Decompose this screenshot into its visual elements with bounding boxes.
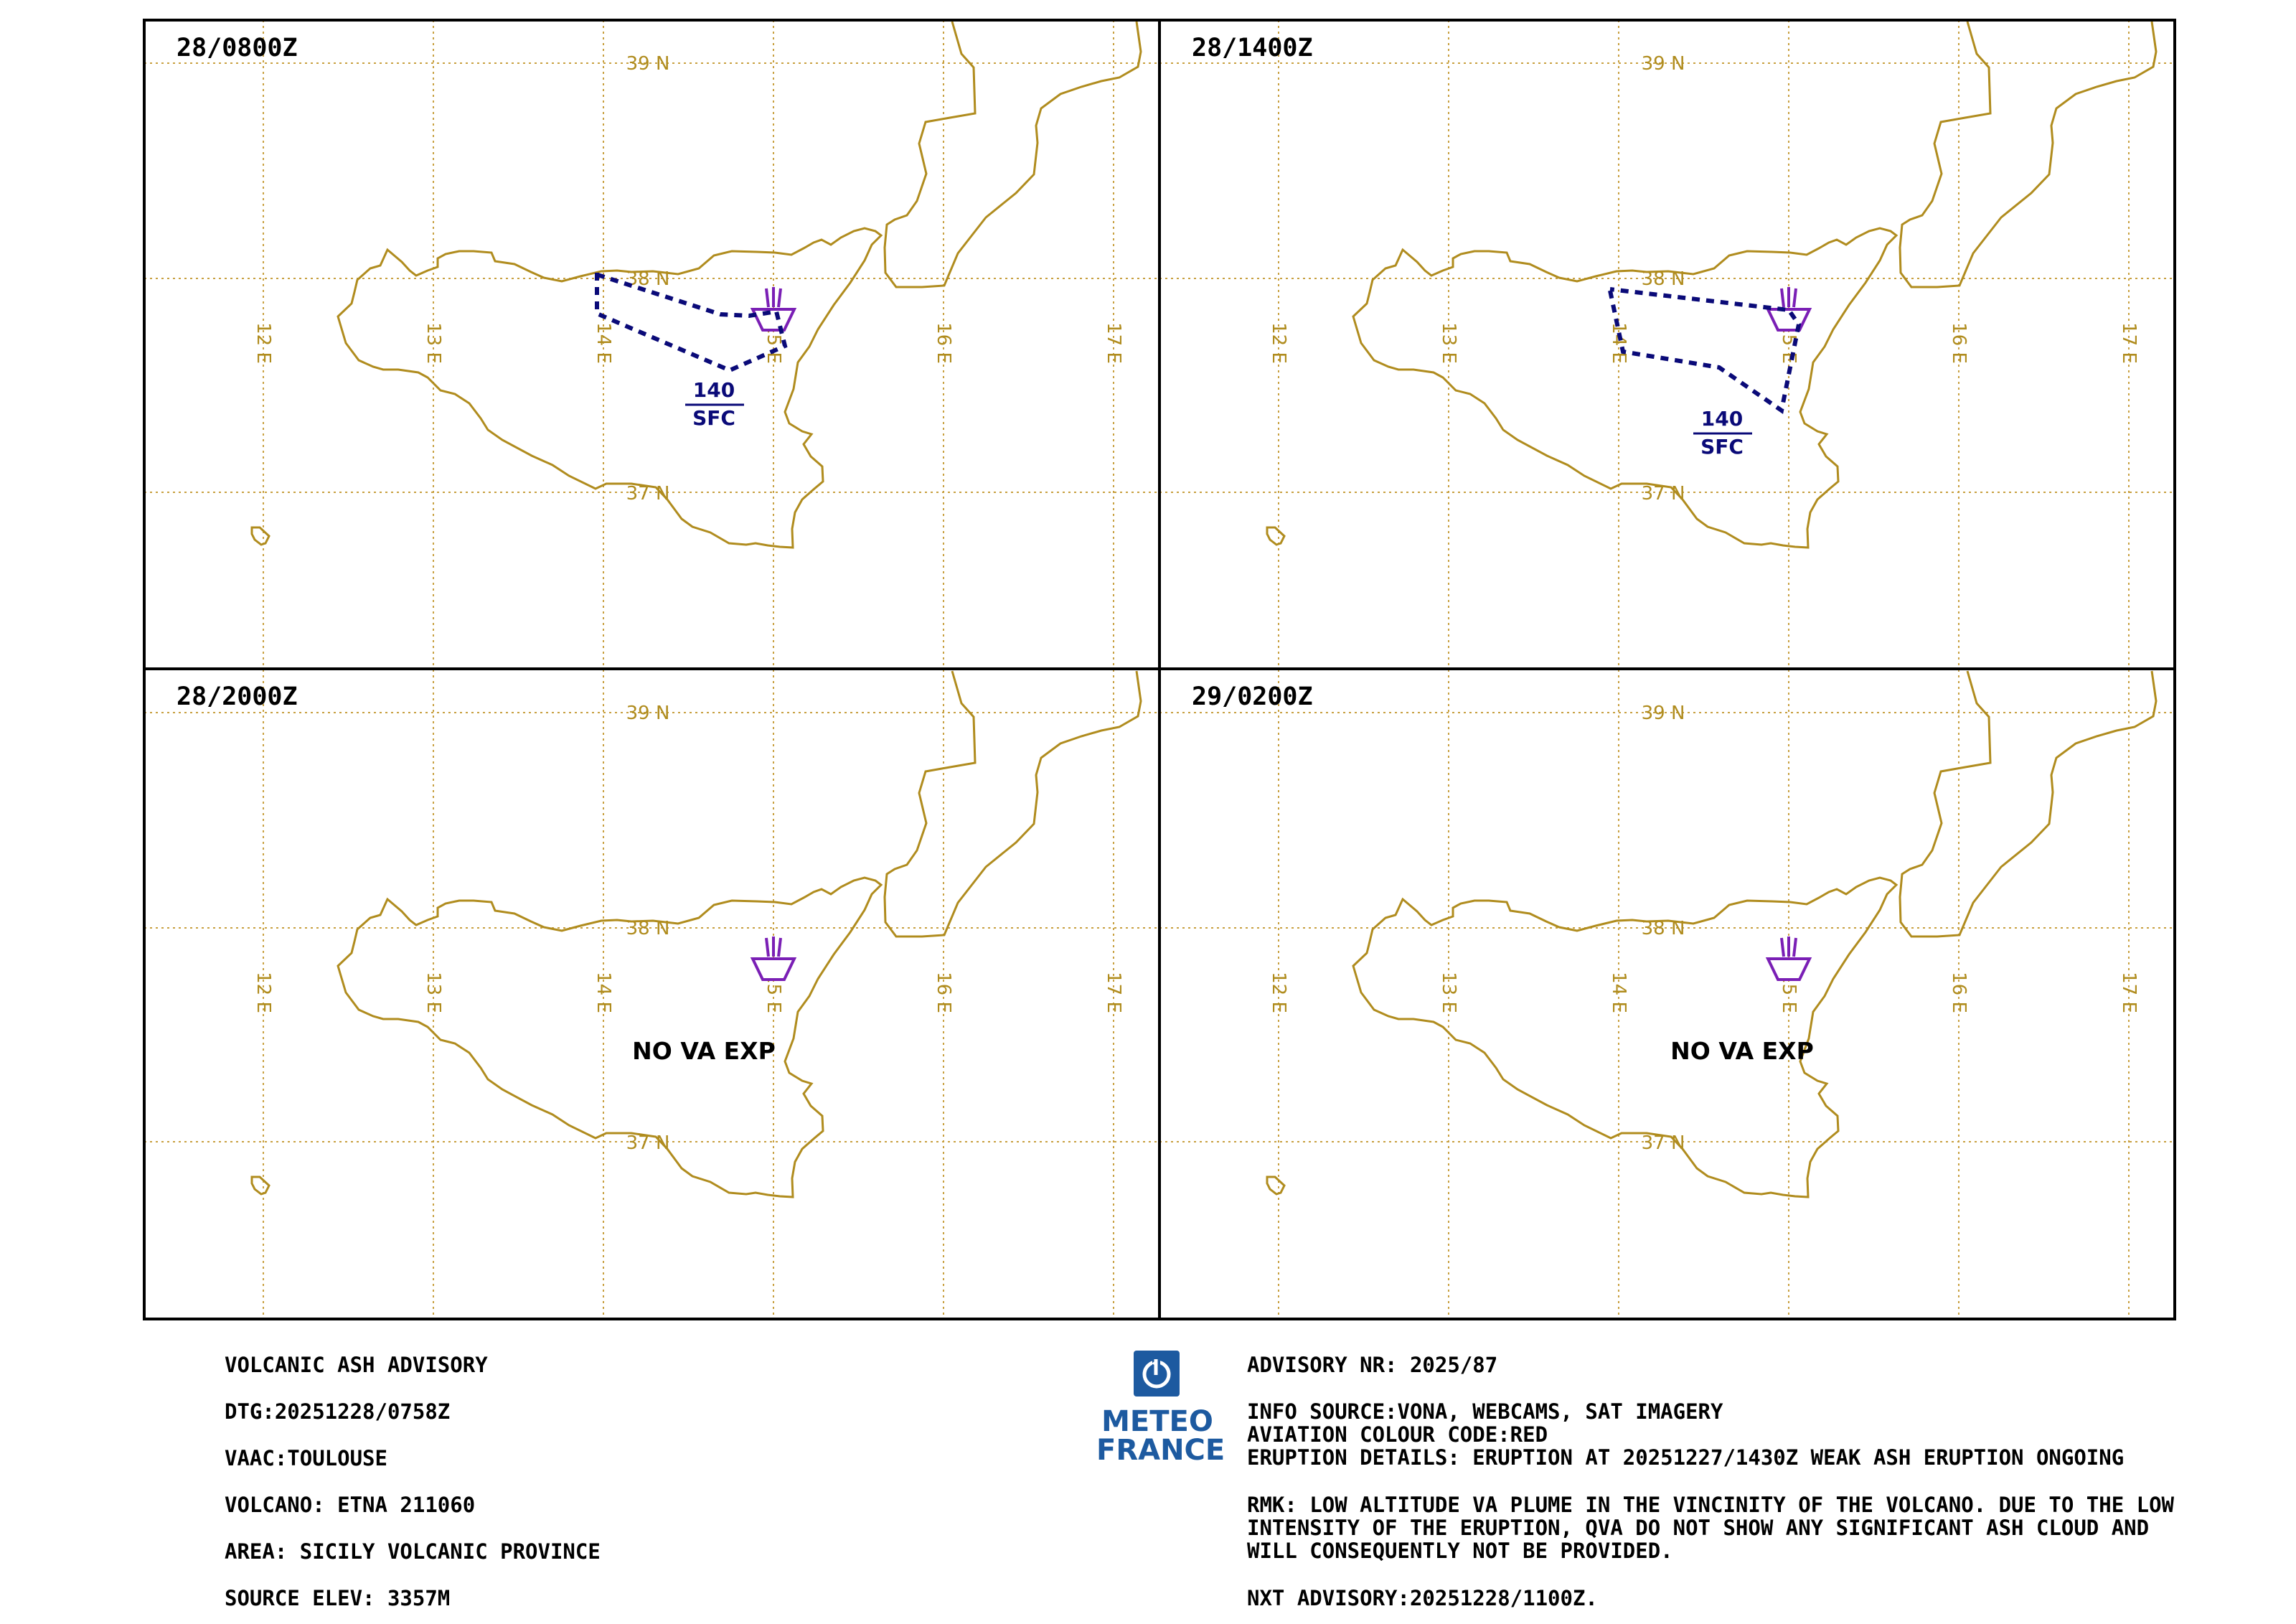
latitude-label: 37 N bbox=[1642, 1132, 1685, 1154]
logo-text-france: FRANCE bbox=[1096, 1434, 1225, 1467]
advisory-area: AREA: SICILY VOLCANIC PROVINCE bbox=[225, 1539, 601, 1564]
panel-frame-4 bbox=[1158, 667, 2176, 1320]
longitude-label: 16 E bbox=[933, 322, 954, 364]
longitude-label: 13 E bbox=[1438, 972, 1459, 1013]
flight-level-bottom: SFC bbox=[692, 406, 735, 430]
meteo-france-logo-icon bbox=[1134, 1351, 1180, 1397]
no-va-label-3: NO VA EXP bbox=[632, 1037, 776, 1065]
logo-text-meteo: METEO bbox=[1101, 1405, 1213, 1438]
advisory-volcano: VOLCANO: ETNA 211060 bbox=[225, 1493, 476, 1517]
panel-1: 39 N38 N37 N12 E 13 E 14 E 15 E 16 E 17 E bbox=[144, 20, 1159, 669]
latitude-label: 38 N bbox=[626, 918, 670, 939]
advisory-remark-3: WILL CONSEQUENTLY NOT BE PROVIDED. bbox=[1247, 1539, 1673, 1563]
longitude-label: 12 E bbox=[1268, 322, 1289, 364]
longitude-label: 16 E bbox=[1948, 322, 1970, 364]
panel-time-2: 28/1400Z bbox=[1192, 34, 1313, 62]
latitude-label: 38 N bbox=[1642, 918, 1685, 939]
advisory-next: NXT ADVISORY:20251228/1100Z. bbox=[1247, 1586, 1598, 1610]
advisory-info-source: INFO SOURCE:VONA, WEBCAMS, SAT IMAGERY bbox=[1247, 1399, 1723, 1424]
longitude-label: 13 E bbox=[423, 322, 444, 364]
coastline-sicily bbox=[337, 227, 883, 549]
longitude-label: 16 E bbox=[933, 972, 954, 1013]
coastline-sicily bbox=[1352, 227, 1899, 549]
coastline-sicily bbox=[1352, 876, 1899, 1198]
coastline-islet bbox=[1266, 1175, 1286, 1196]
volcano-icon bbox=[1765, 937, 1812, 981]
coastline-islet bbox=[250, 1175, 270, 1196]
longitude-label: 14 E bbox=[1608, 972, 1629, 1013]
advisory-source-elev: SOURCE ELEV: 3357M bbox=[225, 1586, 451, 1610]
longitude-label: 14 E bbox=[593, 322, 614, 364]
no-va-label-4: NO VA EXP bbox=[1670, 1037, 1814, 1065]
logo-emblem bbox=[1142, 1356, 1171, 1389]
advisory-remark-2: INTENSITY OF THE ERUPTION, QVA DO NOT SH… bbox=[1247, 1516, 2150, 1540]
coastline-calabria bbox=[883, 21, 1142, 288]
coastline-islet bbox=[1266, 526, 1286, 546]
latitude-label: 39 N bbox=[626, 703, 670, 724]
coastline-sicily bbox=[337, 876, 883, 1198]
flight-level-bottom: SFC bbox=[1700, 435, 1744, 459]
forecast-maps: 39 N38 N37 N12 E 13 E 14 E 15 E 16 E 17 E 39 … bbox=[143, 19, 2176, 1320]
latitude-label: 39 N bbox=[1642, 53, 1685, 75]
longitude-label: 16 E bbox=[1948, 972, 1970, 1013]
coastline-islet bbox=[250, 526, 270, 546]
coastline-calabria bbox=[1899, 21, 2158, 288]
latitude-label: 37 N bbox=[1642, 483, 1685, 504]
panel-frame-2 bbox=[1158, 19, 2176, 670]
panel-time-4: 29/0200Z bbox=[1192, 682, 1313, 711]
ash-cloud-polygon-2 bbox=[1608, 287, 1802, 415]
latitude-label: 38 N bbox=[1642, 268, 1685, 290]
longitude-label: 17 E bbox=[2118, 322, 2140, 364]
longitude-label: 12 E bbox=[253, 972, 274, 1013]
panel-frame-3 bbox=[143, 667, 1161, 1320]
volcano-icon bbox=[750, 937, 797, 981]
flight-level-label-1: 140 SFC bbox=[685, 378, 744, 430]
longitude-label: 12 E bbox=[253, 322, 274, 364]
advisory-dtg: DTG:20251228/0758Z bbox=[225, 1399, 451, 1424]
longitude-label: 14 E bbox=[593, 972, 614, 1013]
flight-level-top: 140 bbox=[1701, 407, 1743, 431]
panel-3: 39 N38 N37 N12 E 13 E 14 E 15 E 16 E 17 E bbox=[144, 670, 1159, 1318]
longitude-label: 13 E bbox=[1438, 322, 1459, 364]
panel-time-3: 28/2000Z bbox=[177, 682, 298, 711]
panel-4: 39 N38 N37 N12 E 13 E 14 E 15 E 16 E 17 E bbox=[1159, 670, 2175, 1318]
volcano-icon bbox=[750, 287, 797, 332]
flight-level-label-2: 140 SFC bbox=[1693, 407, 1752, 459]
longitude-label: 14 E bbox=[1608, 322, 1629, 364]
latitude-label: 39 N bbox=[1642, 703, 1685, 724]
advisory-colour-code: AVIATION COLOUR CODE:RED bbox=[1247, 1422, 1548, 1447]
latitude-label: 38 N bbox=[626, 268, 670, 290]
latitude-label: 37 N bbox=[626, 483, 670, 504]
advisory-eruption-details: ERUPTION DETAILS: ERUPTION AT 20251227/1… bbox=[1247, 1445, 2125, 1470]
longitude-label: 13 E bbox=[423, 972, 444, 1013]
longitude-label: 12 E bbox=[1268, 972, 1289, 1013]
panel-2: 39 N38 N37 N12 E 13 E 14 E 15 E 16 E 17 E bbox=[1159, 20, 2175, 669]
flight-level-top: 140 bbox=[693, 378, 735, 402]
advisory-vaac: VAAC:TOULOUSE bbox=[225, 1446, 387, 1470]
latitude-label: 37 N bbox=[626, 1132, 670, 1154]
advisory-number: ADVISORY NR: 2025/87 bbox=[1247, 1353, 1498, 1377]
advisory-title: VOLCANIC ASH ADVISORY bbox=[225, 1353, 488, 1377]
longitude-label: 17 E bbox=[2118, 972, 2140, 1013]
ash-cloud-polygon-1 bbox=[595, 272, 788, 373]
advisory-remark-1: RMK: LOW ALTITUDE VA PLUME IN THE VINCIN… bbox=[1247, 1493, 2175, 1517]
coastline-calabria bbox=[1899, 670, 2158, 938]
longitude-label: 17 E bbox=[1103, 322, 1124, 364]
panel-time-1: 28/0800Z bbox=[177, 34, 298, 62]
coastline-calabria bbox=[883, 670, 1142, 938]
panel-frame-1 bbox=[143, 19, 1161, 670]
volcano-icon bbox=[1765, 287, 1812, 332]
latitude-label: 39 N bbox=[626, 53, 670, 75]
longitude-label: 17 E bbox=[1103, 972, 1124, 1013]
